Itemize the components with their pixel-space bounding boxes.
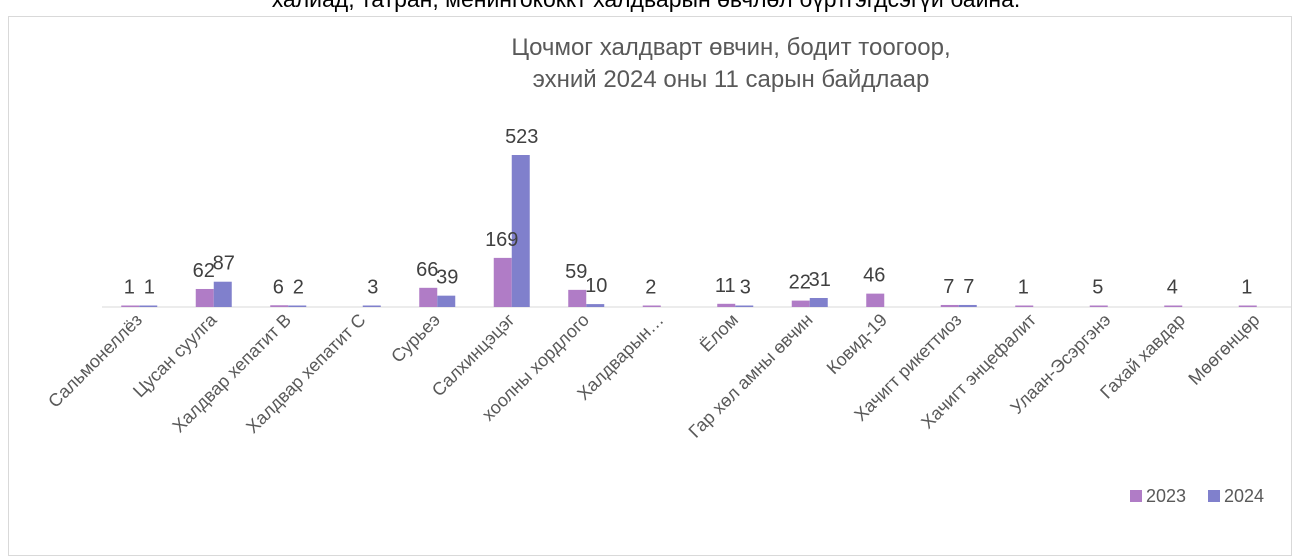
bar-2023-15 bbox=[1238, 305, 1257, 307]
chart-title: Цочмог халдварт өвчин, бодит тоогоор, bbox=[511, 34, 950, 61]
data-label-2024-9: 31 bbox=[809, 269, 831, 291]
data-label-2024-4: 39 bbox=[436, 267, 458, 289]
bar-2023-1 bbox=[195, 288, 214, 307]
bar-2024-9 bbox=[809, 297, 828, 307]
legend-label-2024: 2024 bbox=[1224, 486, 1264, 506]
category-label-0: Сальмонеллёз bbox=[44, 310, 146, 412]
bar-chart: Цочмог халдварт өвчин, бодит тоогоор, эх… bbox=[44, 34, 1292, 506]
data-label-2024-3: 3 bbox=[367, 277, 378, 299]
category-label-8: Ёлом bbox=[696, 310, 742, 356]
bar-2024-3 bbox=[362, 305, 381, 307]
data-label-2024-0: 1 bbox=[144, 277, 155, 299]
bar-2023-6 bbox=[568, 289, 587, 307]
data-label-2023-14: 4 bbox=[1167, 277, 1178, 299]
legend: 2023 2024 bbox=[1130, 486, 1264, 506]
header-text: халиад, татран, менингококкт халдварын ө… bbox=[0, 0, 1292, 13]
data-label-2024-8: 3 bbox=[740, 277, 751, 299]
category-label-4: Сурьеэ bbox=[387, 310, 444, 367]
data-label-2023-0: 1 bbox=[124, 277, 135, 299]
bar-2024-2 bbox=[288, 305, 307, 307]
bar-2024-11 bbox=[958, 304, 977, 307]
category-label-15: Мөөгөнцөр bbox=[1184, 310, 1263, 389]
legend-swatch-2024 bbox=[1208, 490, 1220, 502]
category-label-9: Гар хөл амны өвчин bbox=[685, 310, 817, 442]
bar-2023-4 bbox=[419, 287, 438, 307]
bar-2024-6 bbox=[586, 304, 605, 307]
bar-2023-10 bbox=[866, 293, 885, 307]
chart-subtitle: эхний 2024 оны 11 сарын байдлаар bbox=[533, 66, 930, 93]
legend-swatch-2023 bbox=[1130, 490, 1142, 502]
data-label-2023-11: 7 bbox=[943, 276, 954, 298]
data-label-2024-5: 523 bbox=[505, 126, 538, 148]
data-label-2023-4: 66 bbox=[416, 259, 438, 281]
bar-2023-11 bbox=[940, 304, 959, 307]
bar-2024-5 bbox=[511, 155, 530, 307]
bar-2024-8 bbox=[735, 305, 754, 307]
bar-2023-14 bbox=[1164, 305, 1183, 307]
data-label-2023-7: 2 bbox=[645, 277, 656, 299]
data-label-2023-15: 1 bbox=[1241, 277, 1252, 299]
bars-group bbox=[121, 155, 1257, 307]
bar-2023-5 bbox=[493, 257, 512, 307]
data-label-2024-6: 10 bbox=[585, 275, 607, 297]
data-label-2023-8: 11 bbox=[715, 275, 736, 297]
bar-2023-13 bbox=[1089, 305, 1108, 307]
data-label-2023-5: 169 bbox=[485, 229, 518, 251]
data-label-2023-10: 46 bbox=[863, 265, 885, 287]
data-label-2023-2: 6 bbox=[273, 276, 284, 298]
bar-2023-8 bbox=[717, 303, 736, 307]
data-label-2023-9: 22 bbox=[789, 272, 811, 294]
data-label-2024-11: 7 bbox=[963, 276, 974, 298]
bar-2023-9 bbox=[791, 300, 810, 307]
bar-2023-0 bbox=[121, 305, 140, 307]
bar-2024-1 bbox=[213, 281, 232, 307]
bar-2023-7 bbox=[642, 305, 661, 307]
legend-label-2023: 2023 bbox=[1146, 486, 1186, 506]
data-label-2023-6: 59 bbox=[565, 261, 587, 283]
bar-2024-4 bbox=[437, 295, 456, 307]
data-label-2023-13: 5 bbox=[1092, 277, 1103, 299]
category-label-10: Ковид-19 bbox=[823, 310, 891, 378]
bar-2024-0 bbox=[139, 305, 158, 307]
data-label-2023-1: 62 bbox=[193, 260, 215, 282]
data-label-2024-2: 2 bbox=[293, 277, 304, 299]
bar-2023-12 bbox=[1015, 305, 1034, 307]
data-label-2023-12: 1 bbox=[1018, 277, 1029, 299]
bar-2023-2 bbox=[270, 305, 289, 307]
data-label-2024-1: 87 bbox=[213, 253, 235, 275]
